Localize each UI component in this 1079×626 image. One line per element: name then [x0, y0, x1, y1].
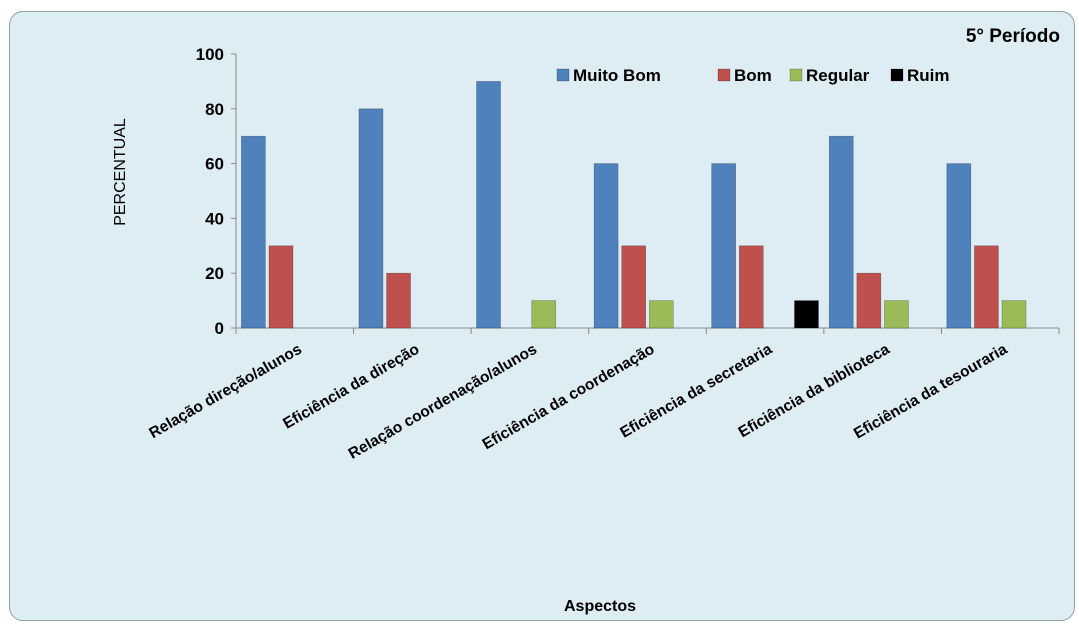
bar: [1001, 300, 1027, 329]
bar: [974, 245, 999, 329]
bar: [476, 81, 501, 329]
bar: [268, 245, 294, 329]
y-tick-label: 100: [196, 45, 224, 64]
bar: [856, 272, 882, 329]
bar: [738, 245, 764, 329]
bar: [593, 163, 619, 329]
chart-title: 5° Período: [966, 26, 1060, 47]
x-tick-label: Relação coordenação/alunos: [346, 341, 540, 463]
x-tick-label: Relação direção/alunos: [146, 341, 304, 442]
bar: [241, 135, 266, 329]
legend: Muito Bom Bom Regular Ruim: [556, 66, 950, 85]
bar: [358, 108, 384, 329]
bar: [621, 245, 647, 329]
legend-swatch: [890, 68, 904, 82]
bar: [828, 135, 854, 329]
legend-swatch: [556, 68, 570, 82]
legend-label: Muito Bom: [573, 66, 661, 85]
bar: [531, 300, 557, 329]
bar: [884, 300, 909, 329]
y-tick-label: 40: [205, 209, 224, 228]
bar: [386, 272, 411, 329]
legend-label: Regular: [806, 66, 870, 85]
y-tick-label: 0: [215, 319, 224, 338]
y-axis-label: PERCENTUAL: [112, 118, 129, 226]
y-tick-label: 80: [205, 100, 224, 119]
bar-chart: 5° Período PERCENTUAL Aspectos 0 20 40 60 80…: [112, 26, 1060, 615]
bar: [648, 300, 674, 329]
legend-label: Ruim: [907, 66, 950, 85]
y-tick-label: 60: [205, 155, 224, 174]
legend-swatch: [789, 68, 803, 82]
bar: [711, 163, 736, 329]
y-tick-label: 20: [205, 264, 224, 283]
chart-container: 5° Período PERCENTUAL Aspectos 0 20 40 60 80…: [9, 11, 1075, 621]
x-axis-label: Aspectos: [564, 598, 636, 615]
bar: [794, 300, 819, 329]
bar: [946, 163, 972, 329]
legend-swatch: [717, 68, 731, 82]
legend-label: Bom: [734, 66, 772, 85]
